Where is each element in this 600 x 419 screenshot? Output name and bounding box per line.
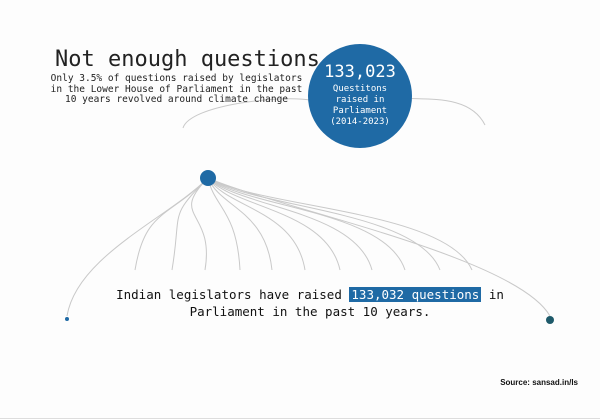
- fan-line: [207, 177, 273, 271]
- connector-arc: [182, 98, 311, 129]
- fan-line: [191, 177, 209, 271]
- page-title: Not enough questions: [55, 47, 320, 72]
- right-end-dot: [546, 316, 554, 324]
- hub-dot: [200, 170, 216, 186]
- source-note: Source: sansad.in/ls: [500, 378, 578, 387]
- caption-after: in Parliament in the past 10 years.: [189, 287, 504, 319]
- fan-line: [207, 177, 441, 271]
- bubble-label: Questitons raised in Parliament (2014-20…: [330, 84, 390, 127]
- fan-line: [207, 177, 341, 271]
- page-subtitle: Only 3.5% of questions raised by legisla…: [50, 73, 303, 105]
- fan-line: [207, 177, 406, 271]
- fan-line: [171, 177, 209, 271]
- fan-line: [207, 177, 241, 271]
- fan-line: [134, 177, 209, 271]
- total-questions-bubble: 133,023 Questitons raised in Parliament …: [308, 44, 412, 148]
- fan-line: [207, 177, 373, 271]
- caption: Indian legislators have raised 133,032 q…: [100, 286, 520, 320]
- caption-before: Indian legislators have raised: [116, 287, 350, 302]
- bubble-number: 133,023: [324, 62, 396, 82]
- fan-line: [207, 177, 551, 317]
- fan-line: [207, 177, 306, 271]
- connector-arc-right: [399, 97, 486, 126]
- fan-line: [207, 177, 473, 271]
- caption-highlight: 133,032 questions: [349, 287, 482, 302]
- left-end-dot: [65, 317, 69, 321]
